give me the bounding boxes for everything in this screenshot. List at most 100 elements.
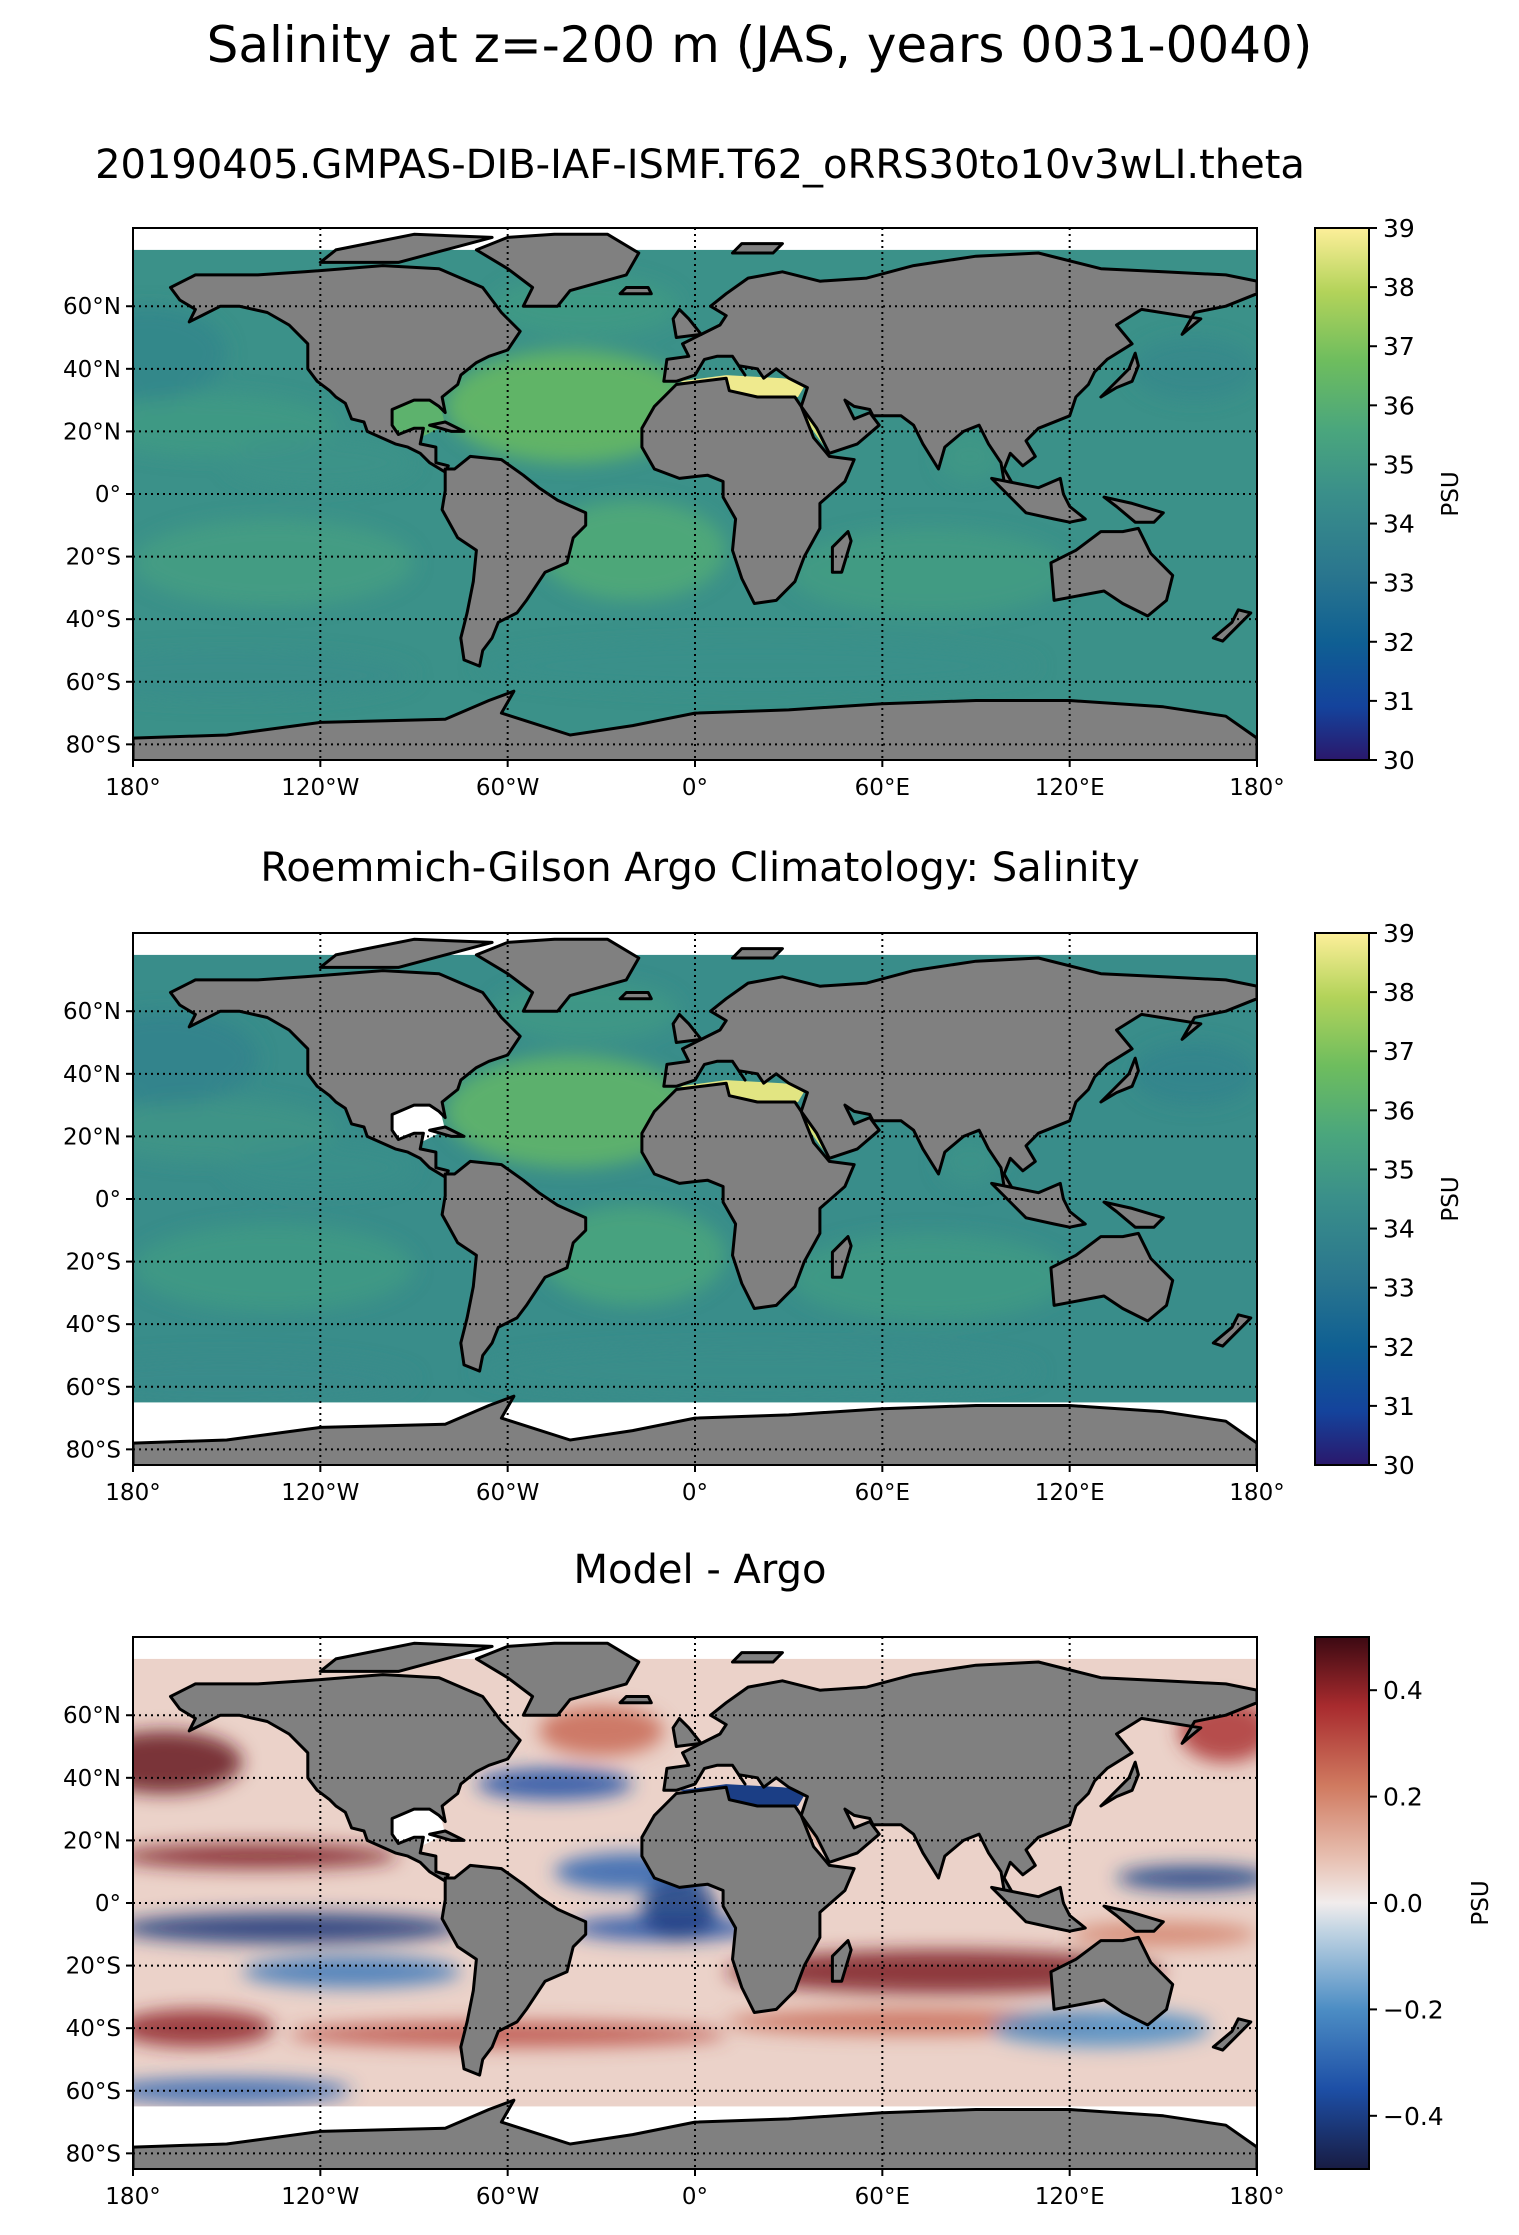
field-region (938, 1136, 1001, 1187)
x-tick-label: 60°W (476, 1480, 540, 1506)
colorbar-tick-label: 38 (1383, 978, 1415, 1007)
field-region (1116, 1865, 1257, 1891)
field-region (476, 641, 1039, 692)
y-tick-label: 0° (95, 1187, 121, 1213)
colorbar-label: PSU (1438, 471, 1464, 516)
y-tick-label: 40°N (63, 1766, 121, 1792)
land-iceland (618, 1695, 653, 1705)
field-region (133, 1011, 258, 1106)
field-region (133, 1224, 414, 1312)
x-tick-label: 60°E (855, 1480, 910, 1506)
x-tick-label: 180° (105, 1480, 160, 1506)
land-south-america (440, 454, 588, 668)
y-tick-label: 20°S (66, 1250, 121, 1276)
colorbar-tick-label: 35 (1383, 450, 1415, 479)
colorbar-tick-label: 31 (1383, 1392, 1415, 1421)
y-tick-label: 40°S (66, 607, 121, 633)
colorbar-tick-label: 32 (1383, 628, 1415, 657)
field-region (133, 2009, 274, 2047)
y-tick-label: 60°N (63, 1703, 121, 1729)
field-region (1132, 1042, 1257, 1106)
field-region (133, 1730, 243, 1794)
x-tick-label: 120°E (1035, 775, 1105, 801)
colorbar-tick-label: 34 (1383, 1215, 1415, 1244)
land-new-zealand (1211, 1313, 1253, 1348)
figure-suptitle: Salinity at z=-200 m (JAS, years 0031-00… (206, 16, 1313, 74)
colorbar: 30 31 32 33 34 35 36 37 38 39 PSU (1314, 214, 1464, 775)
x-tick-label: 120°W (281, 1480, 359, 1506)
land-masses (133, 937, 1257, 1465)
x-tick-label: 120°W (281, 2184, 359, 2210)
land-arctic-islands (318, 232, 494, 264)
land-iceland (618, 286, 653, 296)
x-tick-label: 0° (682, 2184, 708, 2210)
x-tick-label: 120°E (1035, 1480, 1105, 1506)
land-north-america (169, 1673, 522, 1883)
land-iceland (618, 991, 653, 1001)
y-tick-label: 0° (95, 482, 121, 508)
colorbar-gradient (1314, 227, 1370, 761)
land-greenland (474, 1641, 641, 1717)
land-greenland (474, 232, 641, 308)
panel-2-title: Roemmich-Gilson Argo Climatology: Salini… (260, 845, 1140, 891)
land-south-america (440, 1159, 588, 1373)
map-area (133, 228, 1257, 760)
land-masses (133, 1641, 1257, 2169)
gulf-of-mexico (389, 1809, 446, 1847)
field-region (133, 1843, 399, 1869)
colorbar-label: PSU (1468, 1880, 1494, 1925)
y-tick-label: 60°N (63, 999, 121, 1025)
x-tick-label: 180° (1229, 775, 1284, 801)
land-antarctica (133, 689, 1257, 760)
colorbar-tick-label: 32 (1383, 1333, 1415, 1362)
x-tick-label: 60°E (855, 775, 910, 801)
x-tick-label: 180° (105, 2184, 160, 2210)
land-antarctica (133, 2098, 1257, 2169)
y-tick-label: 60°S (66, 1375, 121, 1401)
field-region (133, 519, 414, 607)
x-tick-label: 120°E (1035, 2184, 1105, 2210)
colorbar: 30 31 32 33 34 35 36 37 38 39 PSU (1314, 919, 1464, 1480)
land-madagascar (830, 1939, 853, 1983)
y-tick-label: 40°N (63, 357, 121, 383)
land-arctic-islands (318, 1641, 494, 1673)
colorbar-tick-label: 0.2 (1383, 1783, 1423, 1812)
colorbar-tick-label: 33 (1383, 1274, 1415, 1303)
land-new-zealand (1211, 608, 1253, 643)
x-tick-label: 180° (1229, 1480, 1284, 1506)
map-area (133, 1637, 1257, 2169)
colorbar-tick-label: 39 (1383, 919, 1415, 948)
panel-3-title: Model - Argo (573, 1547, 827, 1593)
colorbar-gradient (1314, 932, 1370, 1466)
land-north-america (169, 969, 522, 1179)
gulf-of-mexico (389, 400, 446, 438)
land-eurasia (662, 1660, 1257, 1902)
x-tick-label: 180° (1229, 2184, 1284, 2210)
field-region (476, 1768, 633, 1800)
land-africa (640, 1081, 856, 1310)
map-area (133, 933, 1257, 1465)
gulf-of-mexico (389, 1105, 446, 1143)
colorbar-tick-label: −0.4 (1383, 2102, 1444, 2131)
land-madagascar (830, 1235, 853, 1279)
land-madagascar (830, 530, 853, 574)
colorbar-tick-label: 39 (1383, 214, 1415, 243)
y-tick-label: 20°N (63, 419, 121, 445)
land-indonesia (990, 1181, 1087, 1229)
x-tick-label: 180° (105, 775, 160, 801)
land-arctic-islands (318, 937, 494, 969)
colorbar-tick-label: 30 (1383, 1451, 1415, 1480)
field-region (133, 1355, 414, 1406)
land-new-zealand (1211, 2017, 1253, 2052)
field-region (788, 528, 1070, 617)
panel-1-title: 20190405.GMPAS-DIB-IAF-ISMF.T62_oRRS30to… (95, 142, 1305, 188)
y-tick-label: 40°N (63, 1062, 121, 1088)
field-region (1132, 337, 1257, 401)
land-africa (640, 376, 856, 605)
land-japan (1099, 351, 1140, 399)
y-tick-label: 40°S (66, 2016, 121, 2042)
y-tick-label: 20°S (66, 1954, 121, 1980)
land-indonesia (990, 1885, 1087, 1933)
land-masses (133, 232, 1257, 760)
y-tick-label: 40°S (66, 1312, 121, 1338)
